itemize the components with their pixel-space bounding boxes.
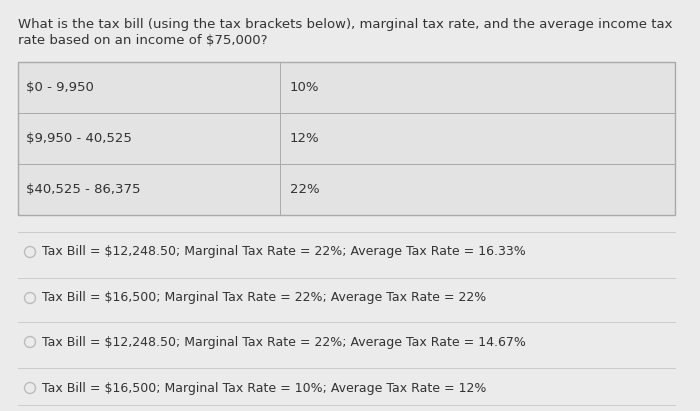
Text: $9,950 - 40,525: $9,950 - 40,525	[26, 132, 132, 145]
Text: 10%: 10%	[290, 81, 319, 94]
Text: 12%: 12%	[290, 132, 320, 145]
Text: Tax Bill = $16,500; Marginal Tax Rate = 10%; Average Tax Rate = 12%: Tax Bill = $16,500; Marginal Tax Rate = …	[41, 381, 486, 395]
Text: Tax Bill = $16,500; Marginal Tax Rate = 22%; Average Tax Rate = 22%: Tax Bill = $16,500; Marginal Tax Rate = …	[41, 291, 486, 305]
Text: What is the tax bill (using the tax brackets below), marginal tax rate, and the : What is the tax bill (using the tax brac…	[18, 18, 673, 31]
Bar	[18, 164, 675, 215]
Bar	[18, 62, 675, 215]
Text: Tax Bill = $12,248.50; Marginal Tax Rate = 22%; Average Tax Rate = 14.67%: Tax Bill = $12,248.50; Marginal Tax Rate…	[41, 335, 526, 349]
Text: Tax Bill = $12,248.50; Marginal Tax Rate = 22%; Average Tax Rate = 16.33%: Tax Bill = $12,248.50; Marginal Tax Rate…	[41, 245, 525, 259]
Text: $40,525 - 86,375: $40,525 - 86,375	[26, 183, 141, 196]
Bar	[18, 113, 675, 164]
Text: rate based on an income of $75,000?: rate based on an income of $75,000?	[18, 34, 267, 47]
Bar	[18, 62, 675, 113]
Text: 22%: 22%	[290, 183, 320, 196]
Text: $0 - 9,950: $0 - 9,950	[26, 81, 94, 94]
